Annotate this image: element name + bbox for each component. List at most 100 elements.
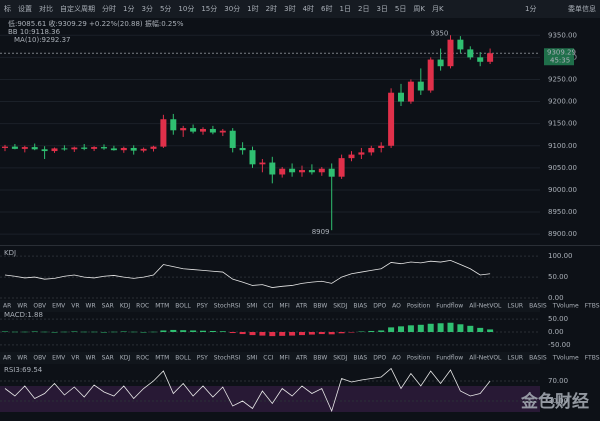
- indicator-tab[interactable]: TVolume: [552, 355, 579, 362]
- candle-body: [140, 148, 147, 151]
- candle-body: [407, 81, 414, 102]
- indicator-tab[interactable]: BOLL: [175, 303, 191, 310]
- candle-body: [417, 81, 424, 91]
- toolbar-item[interactable]: 3分: [141, 4, 152, 13]
- indicator-tab[interactable]: CCI: [263, 303, 273, 310]
- indicator-tab[interactable]: ROC: [136, 303, 149, 310]
- macd-bar: [477, 327, 484, 332]
- indicator-tab[interactable]: Fundflow: [436, 303, 463, 310]
- candle-body: [120, 147, 127, 151]
- toolbar-item[interactable]: 1时: [247, 4, 258, 13]
- toolbar-item[interactable]: 标: [4, 4, 11, 13]
- toolbar-item[interactable]: 5分: [160, 4, 171, 13]
- indicator-tab[interactable]: AR: [3, 303, 11, 310]
- toolbar-item[interactable]: 10分: [178, 4, 194, 13]
- toolbar-item[interactable]: 2时: [266, 4, 277, 13]
- indicator-tab[interactable]: All-NetVOL: [469, 355, 502, 362]
- indicator-tab[interactable]: BIAS: [353, 303, 367, 310]
- toolbar-item[interactable]: 1日: [340, 5, 351, 13]
- toolbar-item[interactable]: 1分: [525, 4, 536, 13]
- macd-bar: [81, 331, 88, 333]
- candle-body: [41, 149, 48, 152]
- indicator-tab[interactable]: FTBS: [585, 303, 600, 310]
- indicator-tab[interactable]: SKDJ: [333, 303, 347, 310]
- indicator-tab[interactable]: WR: [86, 355, 96, 362]
- macd-bar: [318, 332, 325, 335]
- toolbar-item[interactable]: 3日: [376, 5, 387, 13]
- candle-body: [398, 92, 404, 102]
- toolbar-item[interactable]: 5日: [395, 5, 406, 13]
- indicator-tab[interactable]: EMV: [52, 303, 66, 310]
- toolbar-item[interactable]: 4时: [303, 4, 314, 13]
- indicator-tab[interactable]: OBV: [33, 303, 47, 310]
- toolbar-item[interactable]: 1分: [123, 4, 134, 13]
- macd-bar: [358, 331, 365, 332]
- indicator-tab[interactable]: PSY: [197, 303, 208, 310]
- indicator-tab[interactable]: SAR: [102, 303, 114, 310]
- indicator-tab[interactable]: TVolume: [552, 303, 579, 310]
- indicator-tab[interactable]: MTM: [155, 355, 169, 362]
- indicator-tab[interactable]: BBW: [313, 303, 327, 310]
- toolbar-item[interactable]: 2日: [358, 5, 369, 13]
- indicator-tab[interactable]: VR: [71, 355, 79, 362]
- indicator-tab[interactable]: SMI: [246, 355, 257, 362]
- indicator-tab[interactable]: WR: [17, 303, 27, 310]
- indicator-tab[interactable]: StochRSI: [214, 303, 241, 310]
- toolbar-item[interactable]: 自定义周期: [60, 4, 95, 13]
- indicator-tab[interactable]: BIAS: [353, 355, 367, 362]
- indicator-tab[interactable]: AR: [3, 355, 11, 362]
- indicator-tab[interactable]: KDJ: [120, 303, 131, 310]
- macd-bar: [170, 329, 177, 332]
- candle-body: [209, 128, 216, 133]
- indicator-tab[interactable]: FTBS: [585, 355, 600, 362]
- macd-bar: [190, 330, 197, 332]
- info-ma: MA(10):9292.37: [14, 36, 71, 44]
- indicator-tab[interactable]: CCI: [263, 355, 273, 362]
- indicator-tab[interactable]: StochRSI: [214, 355, 241, 362]
- indicator-tab[interactable]: SMI: [246, 303, 257, 310]
- indicator-tab[interactable]: BASIS: [529, 303, 547, 310]
- indicator-tab[interactable]: LSUR: [507, 303, 523, 310]
- toolbar-item[interactable]: 设置: [18, 4, 32, 13]
- indicator-tab[interactable]: All-NetVOL: [469, 303, 502, 310]
- indicator-tab[interactable]: BOLL: [175, 355, 191, 362]
- indicator-tab[interactable]: VR: [71, 303, 79, 310]
- indicator-tab[interactable]: KDJ: [120, 355, 131, 362]
- indicator-tab[interactable]: ATR: [296, 355, 307, 362]
- indicator-tab[interactable]: SKDJ: [333, 355, 347, 362]
- toolbar-item[interactable]: 委单信息: [568, 4, 596, 13]
- indicator-tab[interactable]: ROC: [136, 355, 149, 362]
- toolbar-item[interactable]: 对比: [39, 4, 53, 13]
- toolbar-item[interactable]: 3时: [284, 4, 295, 13]
- indicator-tab[interactable]: SAR: [102, 355, 114, 362]
- indicator-tab[interactable]: MFI: [279, 355, 290, 362]
- indicator-tab[interactable]: MFI: [279, 303, 290, 310]
- toolbar: [0, 0, 600, 18]
- indicator-tab[interactable]: LSUR: [507, 355, 523, 362]
- macd-bar: [130, 331, 137, 333]
- candle-body: [348, 154, 355, 159]
- indicator-tab[interactable]: WR: [17, 355, 27, 362]
- indicator-tab[interactable]: Position: [407, 355, 431, 362]
- toolbar-item[interactable]: 分时: [102, 4, 116, 13]
- indicator-tab[interactable]: ATR: [296, 303, 307, 310]
- indicator-tab[interactable]: AO: [392, 303, 401, 310]
- indicator-tab[interactable]: PSY: [197, 355, 208, 362]
- candle-body: [11, 146, 18, 149]
- indicator-tab[interactable]: BBW: [313, 355, 327, 362]
- toolbar-item[interactable]: 6时: [321, 4, 332, 13]
- indicator-tab[interactable]: EMV: [52, 355, 66, 362]
- indicator-tab[interactable]: DPO: [373, 355, 386, 362]
- indicator-tab[interactable]: BASIS: [529, 355, 547, 362]
- indicator-tab[interactable]: Position: [407, 303, 431, 310]
- toolbar-item[interactable]: 月K: [432, 5, 444, 13]
- indicator-tab[interactable]: OBV: [33, 355, 47, 362]
- indicator-tab[interactable]: WR: [86, 303, 96, 310]
- indicator-tab[interactable]: MTM: [155, 303, 169, 310]
- toolbar-item[interactable]: 周K: [413, 5, 425, 13]
- indicator-tab[interactable]: Fundflow: [436, 355, 463, 362]
- toolbar-item[interactable]: 15分: [201, 4, 217, 13]
- indicator-tab[interactable]: DPO: [373, 303, 386, 310]
- toolbar-item[interactable]: 30分: [224, 4, 240, 13]
- indicator-tab[interactable]: AO: [392, 355, 401, 362]
